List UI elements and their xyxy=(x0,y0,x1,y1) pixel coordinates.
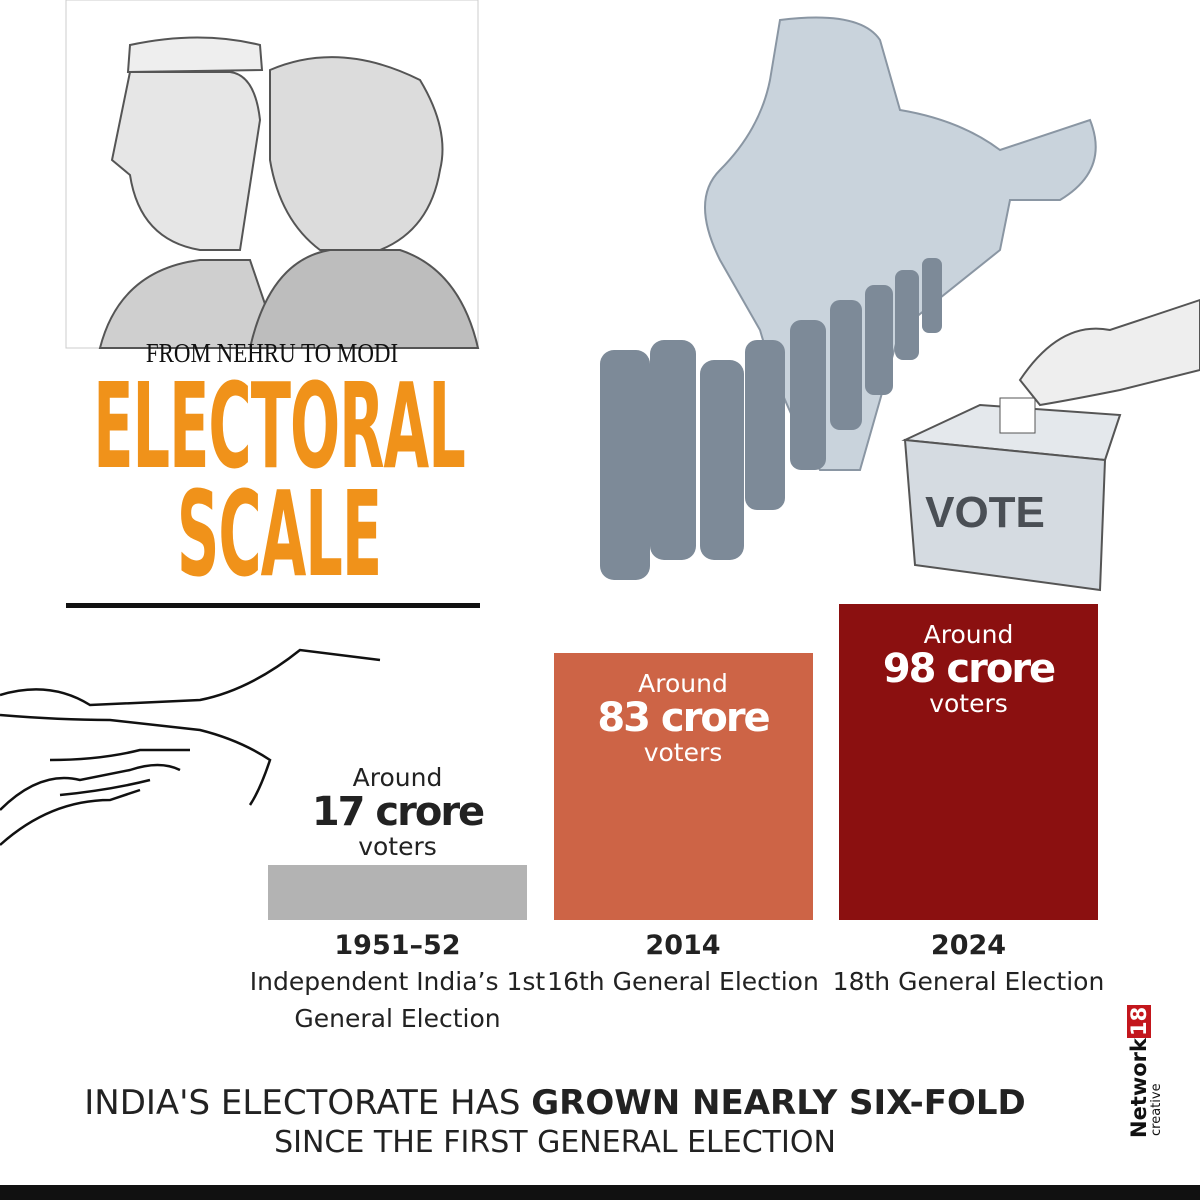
ballot-label: VOTE xyxy=(925,488,1045,537)
value-label-number: 17 crore xyxy=(311,789,485,836)
illustrations: VOTE xyxy=(65,0,1200,592)
voter-queue xyxy=(600,258,942,580)
plot: Around 17 crore voters 1951–52 Independent I… xyxy=(248,604,1119,1037)
value-label-suffix: voters xyxy=(929,689,1008,719)
category-label: 2024 18th General Election xyxy=(819,930,1119,1000)
footer-lead: INDIA'S ELECTORATE HAS xyxy=(84,1083,521,1123)
value-label: Around 17 crore voters xyxy=(268,765,527,859)
brand-name: Network xyxy=(1127,1037,1151,1138)
value-label-number: 98 crore xyxy=(882,646,1056,693)
brand-sub: creative xyxy=(1149,1083,1164,1136)
supertitle: FROM NEHRU TO MODI xyxy=(145,338,399,368)
bar xyxy=(268,865,527,920)
bottom-band xyxy=(0,1185,1200,1200)
footer-emphasis: GROWN NEARLY SIX-FOLD xyxy=(531,1083,1026,1123)
value-label: Around 98 crore voters xyxy=(839,622,1098,716)
value-label-prefix: Around xyxy=(923,620,1014,650)
x-tick-label: 2014 xyxy=(645,930,721,961)
category-label: 2014 16th General Election xyxy=(533,930,833,1000)
x-tick-label: 1951–52 xyxy=(334,930,461,961)
value-label-prefix: Around xyxy=(352,763,443,793)
value-label-suffix: voters xyxy=(643,737,723,767)
category-description: 16th General Election xyxy=(547,967,819,996)
footer-line-2: SINCE THE FIRST GENERAL ELECTION xyxy=(274,1125,836,1160)
bar xyxy=(553,652,813,920)
hands-sketch xyxy=(0,648,381,846)
ballot-box: VOTE xyxy=(901,298,1200,592)
brand-number: 18 xyxy=(1127,1004,1151,1038)
portraits xyxy=(98,36,480,349)
category-label: 1951–52 Independent India’s 1st General E… xyxy=(248,930,548,1037)
value-label-prefix: Around xyxy=(638,668,728,698)
title-rule xyxy=(66,603,480,608)
chart-title: ELECTORAL SCALE xyxy=(93,357,466,603)
brand-logo: Network18 creative xyxy=(1127,1004,1164,1138)
category-description: Independent India’s 1st General Election xyxy=(249,967,546,1033)
bar xyxy=(839,604,1098,920)
value-label: Around 83 crore voters xyxy=(554,671,813,765)
footer-line-1: INDIA'S ELECTORATE HAS GROWN NEARLY SIX-… xyxy=(0,1083,1110,1123)
x-tick-label: 2024 xyxy=(930,930,1007,961)
category-description: 18th General Election xyxy=(832,967,1105,996)
value-label-number: 83 crore xyxy=(597,694,770,741)
value-label-suffix: voters xyxy=(358,832,437,862)
